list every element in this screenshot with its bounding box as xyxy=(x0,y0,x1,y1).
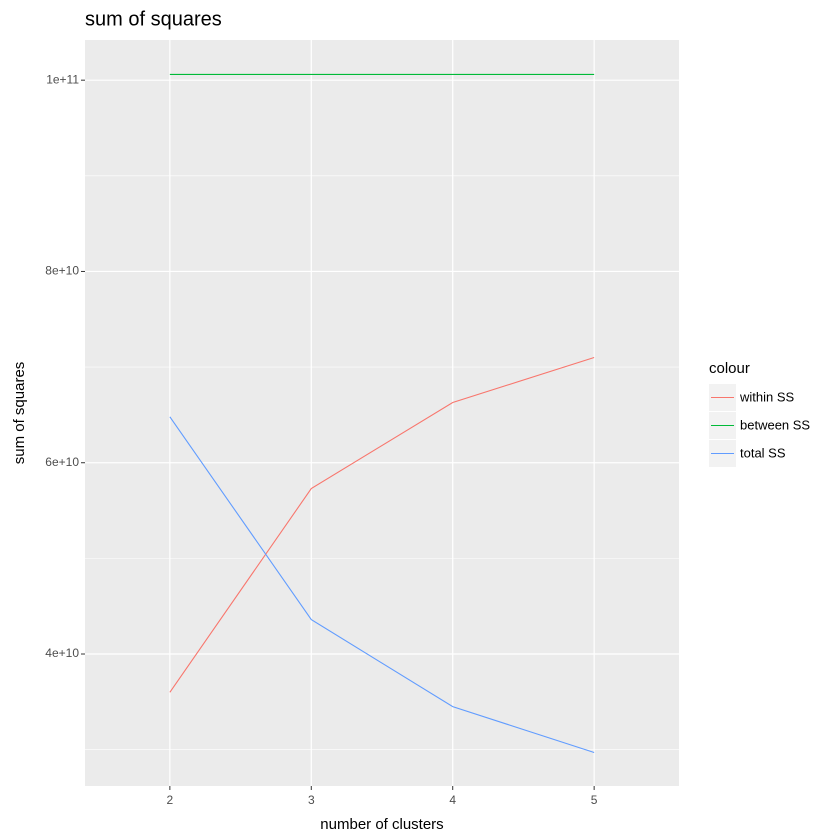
legend-title: colour xyxy=(709,360,750,377)
series-line xyxy=(169,416,595,754)
x-tick-label: 4 xyxy=(449,793,456,807)
chart-title: sum of squares xyxy=(85,8,222,30)
y-tick-label: 6e+10 xyxy=(45,455,79,469)
y-axis-title: sum of squares xyxy=(11,362,28,465)
y-tick-label: 1e+11 xyxy=(46,72,79,86)
x-tick-label: 5 xyxy=(591,793,598,807)
x-tick-label: 3 xyxy=(308,793,315,807)
legend-label: total SS xyxy=(740,445,786,460)
y-tick-label: 4e+10 xyxy=(45,646,79,660)
panel xyxy=(85,40,679,786)
y-tick-label: 8e+10 xyxy=(45,264,79,278)
x-axis-title: number of clusters xyxy=(320,816,443,833)
series-line xyxy=(169,357,595,693)
x-tick-label: 2 xyxy=(167,793,174,807)
legend-label: within SS xyxy=(739,389,795,404)
legend-label: between SS xyxy=(740,417,810,432)
